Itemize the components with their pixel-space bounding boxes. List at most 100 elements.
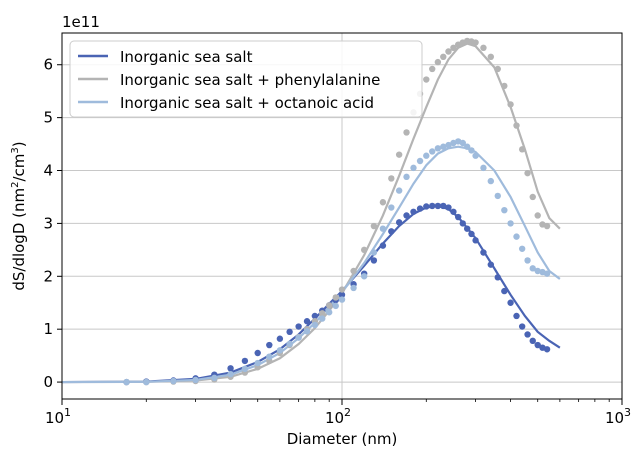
series-data-point	[311, 312, 319, 320]
y-axis-label-sup1: 2	[10, 182, 21, 188]
series-data-point	[440, 143, 447, 150]
series-data-point	[472, 237, 479, 244]
y-tick-label: 5	[43, 109, 53, 127]
series-data-point	[303, 318, 311, 325]
series-data-point	[445, 48, 452, 55]
series-data-point	[440, 202, 447, 210]
legend-label-inorganic: Inorganic sea salt	[120, 48, 253, 66]
series-data-point	[450, 44, 457, 52]
series-data-point	[227, 365, 234, 372]
series-data-point	[454, 213, 462, 221]
series-data-point	[286, 328, 293, 336]
x-tick-label: 103	[605, 406, 631, 427]
series-data-point	[338, 286, 346, 293]
y-axis-label: dS/dlogD (nm2/cm3)	[10, 141, 28, 290]
series-data-point	[513, 233, 520, 240]
series-data-point	[410, 208, 417, 215]
series-data-point	[501, 206, 508, 214]
series-data-point	[518, 146, 526, 153]
series-data-point	[464, 143, 471, 150]
series-data-point	[276, 335, 284, 342]
series-data-point	[543, 270, 551, 277]
series-data-point	[416, 157, 424, 165]
series-data-point	[370, 249, 378, 256]
y-tick-label: 3	[43, 214, 53, 232]
series-data-point	[303, 328, 311, 335]
series-fit-line	[61, 42, 561, 384]
series-data-point	[450, 208, 457, 215]
series-data-point	[360, 273, 368, 280]
series-data-point	[480, 249, 487, 256]
series-data-point	[480, 44, 487, 52]
series-data-point	[507, 299, 514, 306]
series-data-point	[332, 294, 339, 301]
legend: Inorganic sea salt Inorganic sea salt + …	[69, 40, 423, 118]
series-data-point	[487, 261, 495, 268]
series-data-point	[241, 357, 249, 365]
series-data-point	[494, 274, 501, 281]
series-data-point	[472, 152, 479, 159]
series-data-point	[211, 374, 218, 382]
series-data-point	[524, 257, 531, 264]
x-tick-exp: 2	[344, 406, 351, 419]
y-tick-label: 4	[43, 162, 53, 180]
x-axis-ticks: 101 102 103	[45, 399, 631, 427]
series-data-point	[429, 65, 436, 73]
series-data-point	[423, 203, 430, 210]
series-data-point	[410, 164, 417, 172]
series-data-point	[416, 205, 424, 212]
y-tick-label: 1	[43, 320, 53, 338]
series-data-point	[507, 101, 514, 108]
series-data-point	[332, 302, 339, 310]
series-data-point	[534, 341, 541, 349]
series-data-point	[370, 257, 378, 264]
y-axis-label-main: dS/dlogD (nm	[10, 188, 28, 291]
series-data-point	[429, 202, 436, 210]
x-tick-label: 102	[325, 406, 351, 427]
y-axis-ticks: 0 1 2 3 4 5 6	[43, 56, 62, 391]
series-data-point	[468, 230, 475, 238]
series-data-point	[513, 122, 520, 129]
series-data-point	[529, 193, 536, 201]
series-data-point	[338, 296, 346, 303]
series-fit-line	[61, 204, 561, 384]
series-data-point	[143, 378, 150, 386]
series-data-point	[445, 141, 452, 149]
x-tick-exp: 3	[624, 406, 631, 419]
series-data-point	[518, 323, 526, 330]
series-data-point	[311, 321, 319, 329]
series-data-point	[423, 76, 430, 83]
x-tick-base: 10	[605, 409, 624, 427]
series-data-point	[123, 378, 130, 386]
y-axis-label-sup2: 3	[10, 147, 21, 153]
y-tick-label: 6	[43, 56, 53, 74]
series-data-point	[170, 377, 177, 385]
y-tick-label: 2	[43, 267, 53, 285]
series-data-point	[403, 212, 410, 219]
series-data-point	[429, 148, 436, 155]
series-data-point	[459, 220, 466, 227]
series-data-point	[403, 173, 410, 181]
y-tick-label: 0	[43, 373, 53, 391]
legend-label-octanoic: Inorganic sea salt + octanoic acid	[120, 94, 374, 112]
series-data-point	[529, 337, 536, 345]
series-data-point	[370, 222, 378, 230]
series-data-point	[395, 151, 403, 158]
series-data-point	[388, 175, 395, 182]
series-data-point	[543, 346, 551, 353]
series-fit-line	[61, 145, 561, 384]
series-data-point	[459, 139, 466, 147]
series-data-point	[379, 199, 387, 206]
x-axis-label: Diameter (nm)	[287, 430, 398, 448]
series-data-point	[295, 323, 302, 330]
series-data-point	[501, 287, 508, 295]
series-data-point	[286, 340, 293, 348]
series-data-point	[464, 225, 471, 232]
series-data-point	[434, 145, 442, 152]
series-data-point	[360, 246, 368, 254]
x-tick-base: 10	[325, 409, 344, 427]
series-data-point	[266, 353, 273, 360]
series-data-point	[319, 310, 326, 317]
y-offset-label: 1e11	[62, 13, 100, 31]
